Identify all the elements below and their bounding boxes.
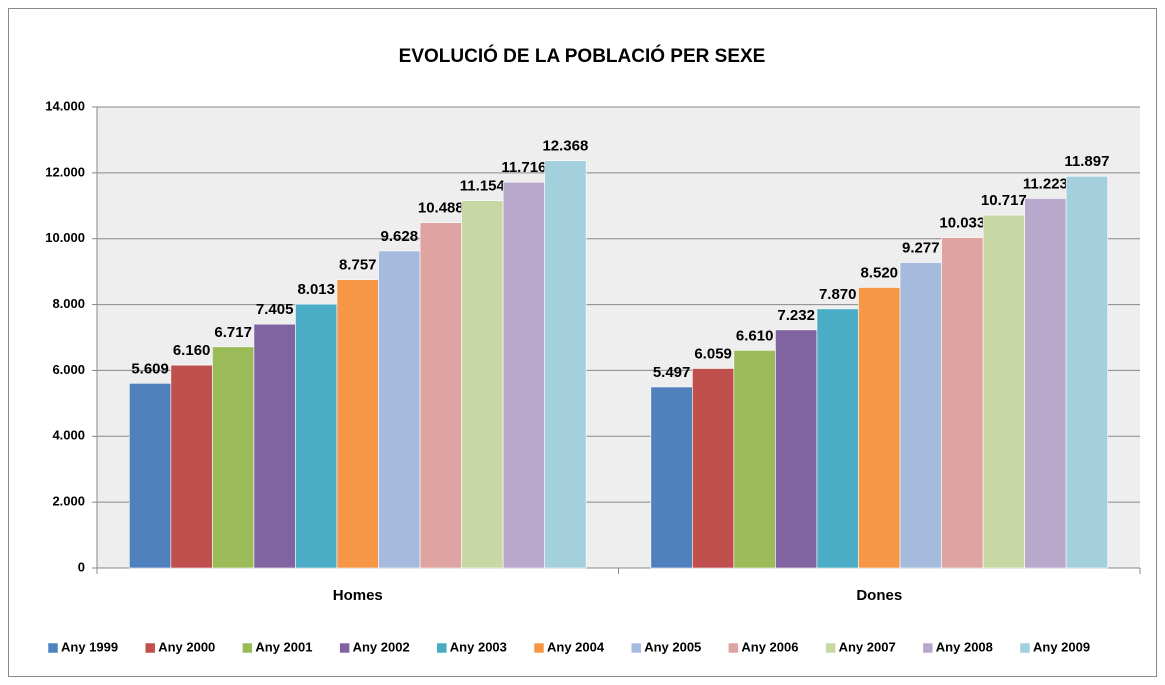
bar (941, 237, 984, 569)
legend-label: Any 2002 (353, 639, 410, 654)
bar (1024, 198, 1067, 569)
y-tick-label: 0 (78, 559, 85, 574)
bar (336, 279, 379, 569)
bar (650, 386, 693, 569)
data-label: 8.520 (860, 264, 898, 281)
legend-label: Any 1999 (61, 639, 118, 654)
bar (502, 181, 545, 569)
data-label: 8.013 (297, 281, 335, 298)
data-label: 11.716 (501, 159, 546, 176)
legend-label: Any 2006 (741, 639, 798, 654)
y-tick-label: 4.000 (52, 428, 85, 443)
legend-swatch (242, 642, 253, 654)
chart-title: EVOLUCIÓ DE LA POBLACIÓ PER SEXE (399, 45, 766, 67)
y-tick-label: 10.000 (45, 230, 85, 245)
data-label: 6.717 (214, 324, 252, 341)
data-label: 7.405 (256, 301, 294, 318)
legend-swatch (1019, 642, 1031, 654)
legend-swatch (144, 642, 156, 654)
legend-label: Any 2003 (450, 639, 507, 654)
legend-label: Any 2004 (547, 639, 605, 654)
y-tick-label: 14.000 (45, 98, 85, 113)
bar (378, 250, 421, 569)
legend-label: Any 2008 (936, 639, 993, 654)
bar (733, 350, 776, 569)
bar (858, 287, 901, 569)
legend-label: Any 2005 (644, 639, 701, 654)
data-label: 10.717 (981, 192, 1027, 209)
legend-swatch (825, 642, 836, 654)
bar (253, 323, 296, 569)
legend-label: Any 2000 (158, 639, 215, 654)
legend-label: Any 2007 (839, 639, 896, 654)
bar (295, 303, 338, 569)
data-label: 10.033 (939, 215, 985, 232)
data-label: 6.059 (694, 345, 732, 362)
bar (692, 368, 735, 569)
data-label: 6.160 (173, 342, 211, 359)
data-label: 11.223 (1023, 175, 1068, 192)
legend-swatch (47, 642, 59, 654)
bar (170, 364, 213, 569)
legend-swatch (533, 642, 545, 654)
bar (1065, 175, 1108, 569)
bar (899, 262, 942, 569)
y-tick-label: 8.000 (52, 296, 85, 311)
legend-swatch (728, 642, 739, 654)
data-label: 9.277 (902, 239, 940, 256)
legend-label: Any 2001 (255, 639, 312, 654)
legend-swatch (922, 642, 934, 654)
data-label: 8.757 (339, 257, 377, 274)
data-label: 11.897 (1064, 153, 1109, 170)
y-tick-label: 2.000 (52, 494, 85, 509)
data-label: 11.154 (460, 178, 506, 195)
bar (982, 214, 1025, 569)
legend-swatch (339, 642, 350, 654)
data-label: 10.488 (418, 200, 464, 217)
y-tick-label: 6.000 (52, 362, 85, 377)
bar (461, 200, 504, 569)
legend-swatch (436, 642, 448, 654)
data-label: 7.870 (819, 286, 857, 303)
bar (419, 222, 462, 569)
y-tick-label: 12.000 (45, 164, 85, 179)
data-label: 6.610 (736, 327, 774, 344)
bar (212, 346, 255, 569)
x-tick-label: Homes (333, 587, 383, 604)
data-label: 5.609 (131, 360, 169, 377)
bar (129, 383, 172, 569)
data-label: 7.232 (777, 307, 815, 324)
bar (816, 308, 859, 569)
data-label: 12.368 (542, 138, 588, 155)
x-tick-label: Dones (856, 587, 902, 604)
legend-swatch (630, 642, 642, 654)
legend-label: Any 2009 (1033, 639, 1090, 654)
data-label: 5.497 (653, 364, 691, 381)
bar (775, 329, 818, 569)
bar (544, 160, 587, 569)
data-label: 9.628 (381, 228, 419, 245)
